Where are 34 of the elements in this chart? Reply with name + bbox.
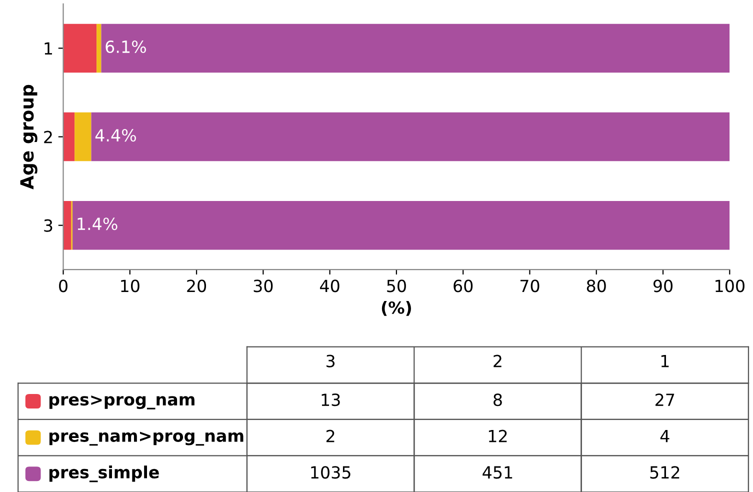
x-tick-label: 10 (121, 280, 140, 292)
data-label: 12 (488, 430, 507, 442)
x-tick-label: 30 (254, 280, 273, 292)
x-tick-label: 2 (494, 354, 502, 368)
x-tick-label: 20 (187, 280, 206, 292)
data-label: 512 (650, 466, 680, 479)
data-label: 8 (494, 394, 502, 406)
annotation: 1.4% (78, 218, 118, 230)
y-tick-label: 2 (44, 130, 52, 144)
annotation: 4.4% (95, 129, 136, 142)
x-tick-label: 50 (387, 280, 406, 292)
x-tick-label: 70 (520, 280, 540, 292)
legend-label: pres>prog_nam (49, 395, 194, 410)
data-label: 4 (660, 430, 670, 442)
x-tick-label: 1 (661, 354, 669, 368)
legend-label: pres_simple (49, 466, 159, 482)
legend-label: pres_nam>prog_nam (49, 432, 244, 446)
y-tick-label: 1 (44, 42, 52, 55)
data-label: 2 (326, 430, 334, 442)
x-tick-label: 60 (454, 280, 473, 292)
data-label: 13 (322, 394, 340, 406)
x-tick-label: 40 (320, 280, 340, 292)
x-tick-label: 80 (586, 280, 606, 292)
data-label: 1035 (311, 466, 350, 479)
x-axis-title: (%) (382, 301, 411, 316)
data-label: 451 (482, 466, 512, 479)
annotation: 6.1% (106, 40, 146, 54)
data-label: 27 (656, 394, 674, 406)
x-tick-label: 3 (326, 354, 335, 368)
x-tick-label: 90 (653, 280, 673, 292)
y-axis-title: Age group (20, 84, 38, 190)
x-tick-label: 0 (59, 280, 68, 292)
y-tick-label: 3 (44, 219, 52, 232)
x-tick-label: 100 (716, 280, 744, 292)
